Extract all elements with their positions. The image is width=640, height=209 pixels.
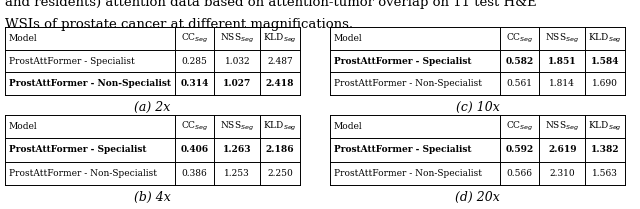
Text: 0.582: 0.582 (506, 56, 534, 65)
Text: 1.263: 1.263 (223, 145, 252, 154)
Text: ProstAttFormer - Specialist: ProstAttFormer - Specialist (333, 56, 471, 65)
Text: NSS$_{Seg}$: NSS$_{Seg}$ (545, 120, 579, 133)
Text: Model: Model (8, 34, 37, 43)
Text: 2.310: 2.310 (550, 169, 575, 178)
Text: 1.027: 1.027 (223, 79, 252, 88)
Text: 1.382: 1.382 (591, 145, 620, 154)
Text: NSS$_{Seg}$: NSS$_{Seg}$ (220, 120, 254, 133)
Text: and residents) attention data based on attention-tumor overlap on 11 test H&E: and residents) attention data based on a… (5, 0, 537, 9)
Text: ProstAttFormer - Non-Specialist: ProstAttFormer - Non-Specialist (333, 79, 481, 88)
Text: KLD$_{Seg}$: KLD$_{Seg}$ (263, 120, 297, 133)
Text: 0.561: 0.561 (506, 79, 532, 88)
Text: 2.186: 2.186 (266, 145, 294, 154)
Text: Model: Model (8, 122, 37, 131)
Text: 0.566: 0.566 (506, 169, 532, 178)
Text: 1.851: 1.851 (548, 56, 577, 65)
Text: 1.814: 1.814 (549, 79, 575, 88)
Text: (c) 10x: (c) 10x (456, 101, 499, 113)
Text: 0.314: 0.314 (180, 79, 209, 88)
Text: CC$_{Seg}$: CC$_{Seg}$ (180, 120, 208, 133)
Text: 0.406: 0.406 (180, 145, 209, 154)
Text: 1.032: 1.032 (225, 56, 250, 65)
Text: ProstAttFormer - Specialist: ProstAttFormer - Specialist (333, 145, 471, 154)
Text: 2.487: 2.487 (268, 56, 293, 65)
Text: KLD$_{Seg}$: KLD$_{Seg}$ (588, 32, 622, 45)
Text: Model: Model (333, 34, 362, 43)
Text: 0.592: 0.592 (506, 145, 534, 154)
Text: NSS$_{Seg}$: NSS$_{Seg}$ (545, 32, 579, 45)
Text: 1.253: 1.253 (225, 169, 250, 178)
Text: (d) 20x: (d) 20x (455, 190, 500, 204)
Text: 2.418: 2.418 (266, 79, 294, 88)
Text: 2.619: 2.619 (548, 145, 577, 154)
Text: ProstAttFormer - Non-Specialist: ProstAttFormer - Non-Specialist (333, 169, 481, 178)
Text: Model: Model (333, 122, 362, 131)
Text: NSS$_{Seg}$: NSS$_{Seg}$ (220, 32, 254, 45)
Text: 1.690: 1.690 (592, 79, 618, 88)
Text: ProstAttFormer - Non-Specialist: ProstAttFormer - Non-Specialist (8, 169, 157, 178)
Text: CC$_{Seg}$: CC$_{Seg}$ (506, 120, 533, 133)
Text: 1.563: 1.563 (592, 169, 618, 178)
Text: WSIs of prostate cancer at different magnifications.: WSIs of prostate cancer at different mag… (5, 18, 353, 31)
Text: 1.584: 1.584 (591, 56, 620, 65)
Text: ProstAttFormer - Specialist: ProstAttFormer - Specialist (8, 145, 146, 154)
Text: CC$_{Seg}$: CC$_{Seg}$ (506, 32, 533, 45)
Text: 2.250: 2.250 (268, 169, 293, 178)
Text: CC$_{Seg}$: CC$_{Seg}$ (180, 32, 208, 45)
Text: ProstAttFormer - Specialist: ProstAttFormer - Specialist (8, 56, 134, 65)
Text: ProstAttFormer - Non-Specialist: ProstAttFormer - Non-Specialist (8, 79, 170, 88)
Text: KLD$_{Seg}$: KLD$_{Seg}$ (263, 32, 297, 45)
Text: 0.386: 0.386 (182, 169, 207, 178)
Text: (a) 2x: (a) 2x (134, 101, 171, 113)
Text: KLD$_{Seg}$: KLD$_{Seg}$ (588, 120, 622, 133)
Text: (b) 4x: (b) 4x (134, 190, 171, 204)
Text: 0.285: 0.285 (182, 56, 207, 65)
